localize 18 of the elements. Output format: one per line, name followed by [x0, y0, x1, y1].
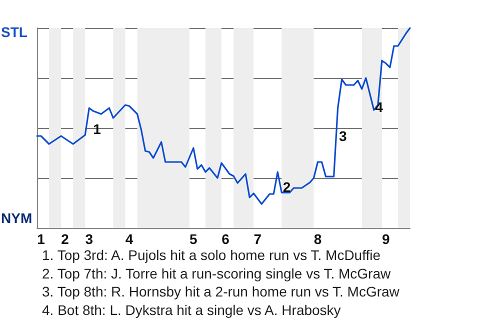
- text: 2. Top 7th: J. Torre hit a run-scoring single vs T. McGraw: [42, 265, 392, 282]
- x-tick-label: 2: [61, 231, 70, 247]
- text: 4. Bot 8th: L. Dykstra hit a single vs A. Hrabosky: [42, 302, 341, 318]
- x-tick-label: 9: [382, 231, 390, 247]
- x-tick-label: 6: [222, 231, 230, 247]
- x-tick-label: 8: [314, 231, 322, 247]
- x-tick-label: 3: [85, 231, 94, 247]
- x-tick-label: 5: [190, 231, 198, 247]
- x-tick-label: 1: [37, 231, 46, 247]
- text: NYM: [1, 210, 32, 226]
- text: STL: [1, 24, 28, 40]
- annotation: 2: [282, 179, 291, 195]
- text: 1. Top 3rd: A. Pujols hit a solo home run vs T. McDuffie: [42, 247, 381, 263]
- x-tick-label: 4: [125, 231, 134, 247]
- annotation: 4: [375, 99, 384, 115]
- annotation: 3: [339, 128, 348, 144]
- x-tick-label: 7: [254, 231, 262, 247]
- text: 3. Top 8th: R. Hornsby hit a 2-run home run vs T. McGraw: [42, 284, 400, 300]
